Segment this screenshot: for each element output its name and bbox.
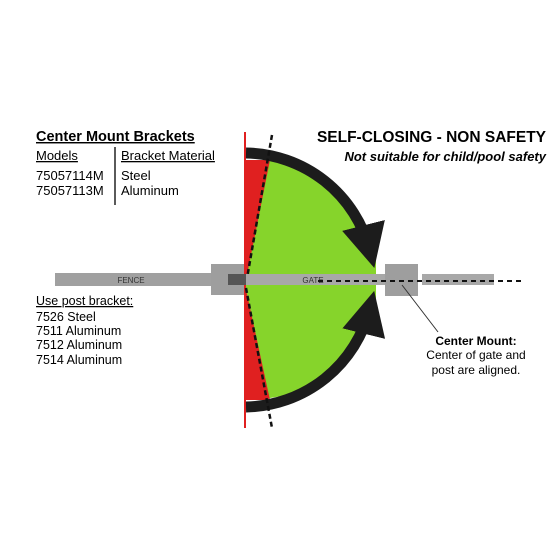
heading-subtitle: Not suitable for child/pool safety (344, 149, 546, 164)
gate-open-position-top (244, 134, 274, 285)
fence-label: FENCE (117, 276, 144, 285)
swing-arrow-bottom (245, 290, 386, 413)
fence-bar (55, 273, 213, 286)
callout-leader-line (401, 284, 439, 333)
post-bracket-item-2: 7511 Aluminum (36, 324, 121, 338)
models-column-header: Models (36, 148, 78, 163)
post-bracket-title: Use post bracket: (36, 294, 133, 308)
hinge-bracket (228, 274, 248, 285)
right-fence-bar (422, 274, 494, 285)
gate-label: GATE (302, 276, 323, 285)
heading-title: SELF-CLOSING - NON SAFETY (317, 129, 547, 146)
model-1: 75057114M (36, 168, 104, 183)
post-bracket-item-1: 7526 Steel (36, 310, 96, 324)
callout-line-2: post are aligned. (432, 363, 521, 377)
callout-line-1: Center of gate and (426, 348, 525, 362)
brackets-title: Center Mount Brackets (36, 129, 195, 145)
material-2: Aluminum (121, 183, 179, 198)
callout-title: Center Mount: (435, 334, 516, 348)
post-bracket-item-3: 7512 Aluminum (36, 338, 122, 352)
model-2: 75057113M (36, 183, 104, 198)
gate-bar (246, 274, 386, 285)
material-1: Steel (121, 168, 151, 183)
post-bracket-item-4: 7514 Aluminum (36, 353, 122, 367)
material-column-header: Bracket Material (121, 148, 215, 163)
